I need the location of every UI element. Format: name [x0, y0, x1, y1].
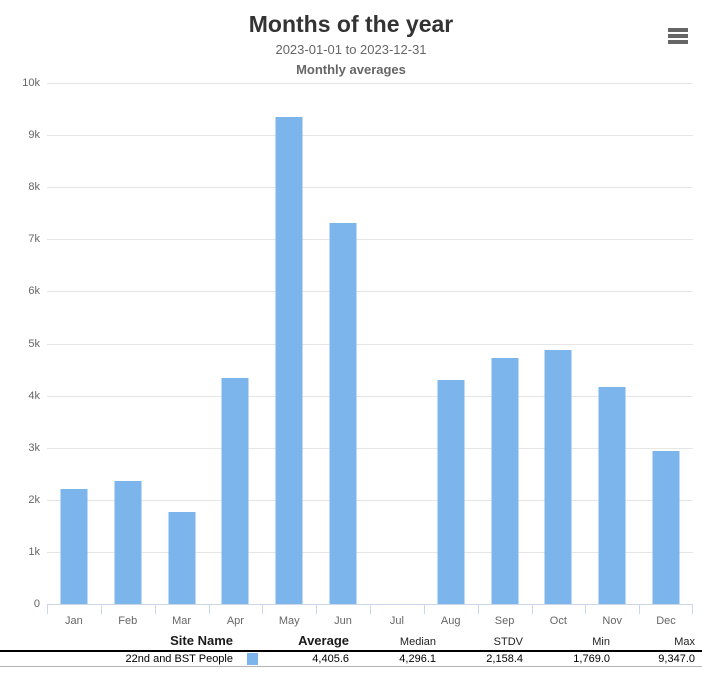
x-axis-label-nov: Nov	[602, 615, 622, 627]
x-axis-tick	[692, 604, 693, 614]
chart-subtitle: 2023-01-01 to 2023-12-31	[275, 42, 427, 57]
y-axis-label: 3k	[28, 441, 40, 454]
y-axis-label: 9k	[28, 129, 40, 142]
y-axis-label: 0	[33, 598, 40, 610]
stats-row: 22nd and BST People 4,405.6 4,296.1 2,15…	[0, 651, 702, 667]
category-slot-dec: Dec	[639, 83, 693, 627]
x-axis-tick	[100, 604, 102, 614]
x-axis-tick	[423, 604, 425, 614]
gridline	[47, 395, 693, 397]
x-axis-label-may: May	[278, 615, 300, 627]
y-axis-label: 8k	[28, 181, 40, 194]
gridline	[47, 291, 693, 293]
category-slot-aug: Aug	[424, 83, 478, 627]
y-axis-label: 7k	[28, 233, 40, 246]
stdv-cell: 2,158.4	[436, 651, 523, 667]
y-axis-label: 2k	[28, 493, 40, 506]
x-axis-tick	[262, 604, 264, 614]
category-slot-oct: Oct	[531, 83, 585, 627]
bar-mar[interactable]	[168, 511, 196, 604]
header-max: Max	[610, 631, 702, 652]
header-site-name: Site Name	[0, 631, 233, 652]
x-axis-label-jul: Jul	[389, 615, 404, 627]
x-axis-label-oct: Oct	[549, 615, 567, 627]
series-color-swatch	[247, 652, 258, 665]
y-axis-label: 6k	[28, 285, 40, 298]
x-axis-tick	[370, 604, 371, 614]
bar-dec[interactable]	[652, 450, 680, 604]
gridline	[47, 187, 693, 189]
min-cell: 1,769.0	[523, 651, 610, 667]
x-axis-label-sep: Sep	[494, 615, 515, 627]
category-slot-may: May	[262, 83, 316, 627]
bar-sep[interactable]	[491, 357, 519, 604]
bar-nov[interactable]	[598, 387, 626, 604]
chart-context-menu-button[interactable]	[664, 24, 692, 48]
bar-feb[interactable]	[114, 481, 142, 604]
bar-jan[interactable]	[60, 489, 88, 604]
swatch-cell	[233, 651, 263, 667]
y-axis-label: 10k	[22, 77, 40, 89]
y-axis-label: 5k	[28, 337, 40, 350]
max-cell: 9,347.0	[610, 651, 702, 667]
category-slot-mar: Mar	[155, 83, 209, 627]
header-swatch-spacer	[233, 631, 263, 652]
y-axis-label: 1k	[28, 545, 40, 558]
x-axis-tick	[47, 604, 48, 614]
x-axis-label-jan: Jan	[65, 615, 83, 627]
x-axis-label-mar: Mar	[172, 615, 192, 627]
category-slot-apr: Apr	[208, 83, 262, 627]
gridline	[47, 83, 693, 84]
gridline	[47, 135, 693, 137]
x-axis-label-feb: Feb	[118, 615, 138, 627]
bar-jun[interactable]	[329, 222, 357, 604]
bar-may[interactable]	[275, 117, 303, 604]
x-axis-tick	[531, 604, 533, 614]
header-average: Average	[263, 631, 349, 652]
category-slot-jun: Jun	[316, 83, 370, 627]
category-slot-sep: Sep	[478, 83, 532, 627]
bar-aug[interactable]	[437, 380, 465, 604]
x-axis-tick	[585, 604, 587, 614]
header-median: Median	[349, 631, 436, 652]
plot-area: 0 1k 2k 3k 4k 5k 6k 7k 8k 9k 10k Jan Feb Mar Apr May Jun…	[22, 77, 693, 627]
gridline	[47, 551, 693, 553]
x-axis-tick	[316, 604, 318, 614]
chart-title: Months of the year	[248, 11, 454, 37]
hamburger-icon	[668, 26, 688, 47]
bar-apr[interactable]	[221, 377, 249, 604]
x-axis-label-apr: Apr	[226, 615, 244, 627]
x-axis-label-dec: Dec	[656, 615, 676, 627]
gridline	[47, 239, 693, 241]
stats-header-row: Site Name Average Median STDV Min Max	[0, 631, 702, 652]
average-cell: 4,405.6	[263, 651, 349, 667]
category-slot-feb: Feb	[101, 83, 155, 627]
gridline	[47, 343, 693, 345]
site-name-cell: 22nd and BST People	[0, 651, 233, 667]
stats-table: Site Name Average Median STDV Min Max 22…	[0, 631, 702, 667]
bar-oct[interactable]	[544, 350, 572, 604]
bar-series: Jan Feb Mar Apr May Jun Jul Aug Sep Oct Nov Dec	[47, 83, 693, 627]
x-axis-tick	[208, 604, 210, 614]
x-axis-tick	[639, 604, 641, 614]
category-slot-nov: Nov	[585, 83, 639, 627]
x-axis-tick	[477, 604, 479, 614]
x-axis-label-aug: Aug	[440, 615, 461, 627]
chart-subtitle-secondary: Monthly averages	[296, 62, 406, 77]
gridline	[47, 447, 693, 449]
x-axis-label-jun: Jun	[334, 615, 352, 627]
x-axis-tick	[154, 604, 156, 614]
category-slot-jul: Jul	[370, 83, 424, 627]
median-cell: 4,296.1	[349, 651, 436, 667]
y-axis-label: 4k	[28, 389, 40, 402]
gridline	[47, 499, 693, 501]
header-min: Min	[523, 631, 610, 652]
header-stdv: STDV	[436, 631, 523, 652]
category-slot-jan: Jan	[47, 83, 101, 627]
